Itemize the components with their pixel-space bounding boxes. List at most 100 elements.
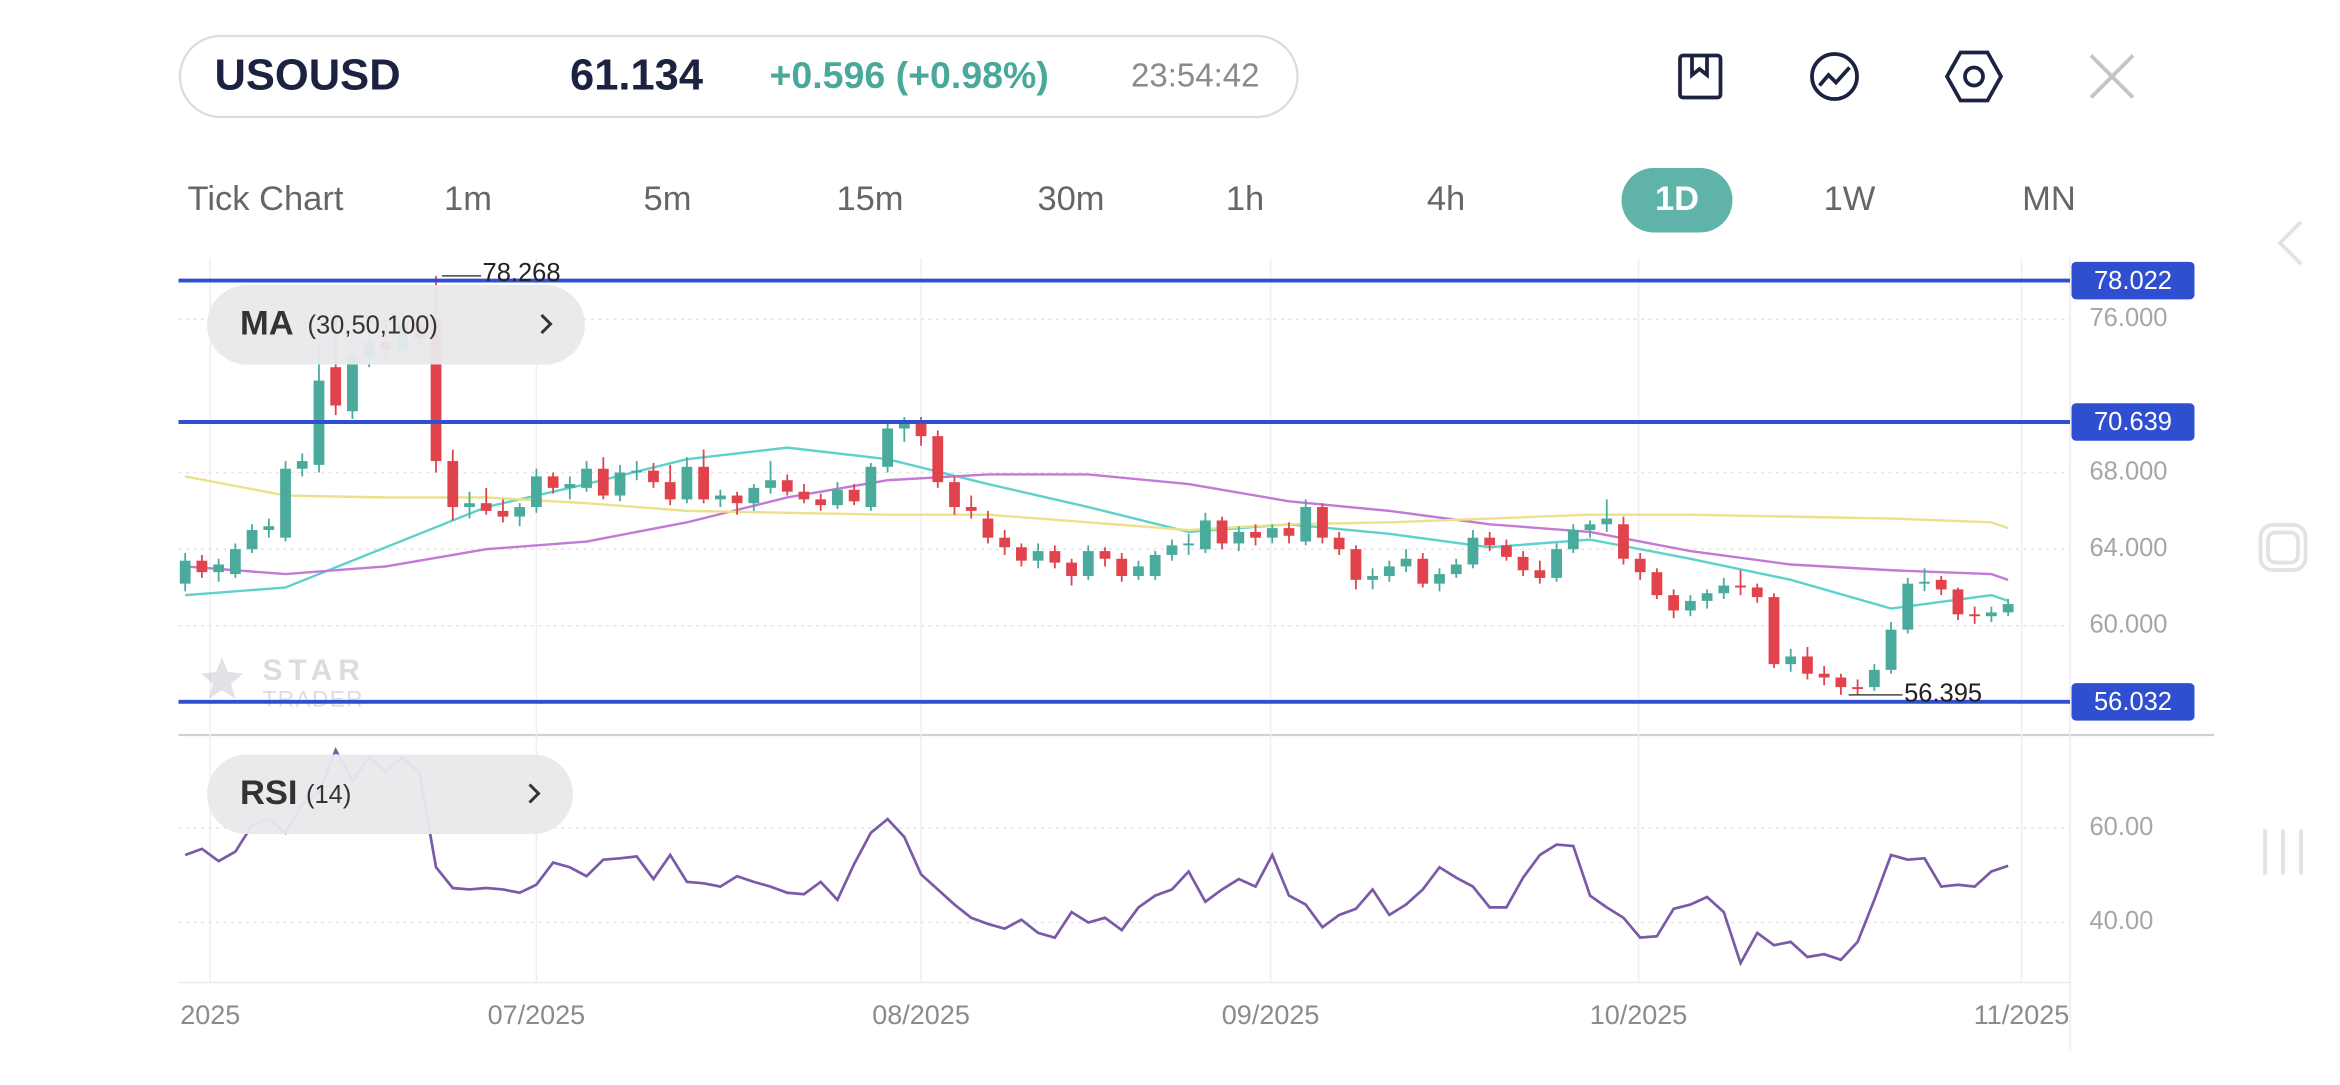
candle-body [1049,551,1061,563]
candle-body [1133,566,1144,576]
x-tick-label: 09/2025 [1222,1000,1320,1030]
timeframe-tab[interactable]: 1D [1655,180,1699,218]
candle-body [213,564,225,573]
candle-body [179,560,191,584]
candle-body [229,549,241,575]
timeframe-tab[interactable]: 1h [1226,180,1264,218]
timeframe-tabs: Tick Chart 1m 5m 15m 30m 1h 4h 1D 1W MN [188,168,2076,233]
x-tick-label: 11/2025 [1974,1000,2070,1030]
price-level-tag [2071,403,2195,441]
candle-body [1567,530,1579,550]
candle-body [614,472,626,496]
candle-body [1835,677,1847,688]
close-icon[interactable] [2089,54,2135,99]
bookmark-icon[interactable] [1678,53,1723,100]
candle-body [798,491,810,500]
candle-body [731,495,743,504]
watermark-text: TRADER [263,686,365,711]
candle-body [1350,549,1362,580]
indicator-params: (14) [306,781,351,809]
candle-body [1785,656,1797,665]
timeframe-tab[interactable]: 1m [444,180,492,218]
candle-body [765,480,776,488]
settings-icon[interactable] [1944,50,2004,103]
candle-body [815,499,827,506]
candle-body [865,466,877,508]
change: +0.596 (+0.98%) [770,54,1049,96]
candle-body [1333,537,1345,550]
pill-chevron [540,313,553,335]
candle-body [949,482,960,508]
candle-body [1701,593,1713,601]
time: 23:54:42 [1131,57,1259,94]
price-level-tag [2071,261,2195,300]
candle-body [1584,524,1596,531]
price-level-label: 56.032 [2094,688,2172,716]
timeframe-tab[interactable]: MN [2022,180,2076,218]
y-tick-label: 60.00 [2090,813,2154,841]
x-tick-label: 08/2025 [872,1000,970,1030]
candle-body [1684,600,1696,611]
pill-chevron [528,783,541,804]
selected-tab [1621,168,1733,233]
candle-body [1634,558,1646,573]
candle-body [1919,581,1930,584]
candle-body [1534,570,1546,578]
candle-body [1434,574,1445,584]
candle-body [1367,576,1379,580]
timeframe-tab[interactable]: 30m [1037,180,1104,218]
candle-body [965,507,977,511]
candle-body [480,503,492,511]
price-level-label: 78.022 [2094,267,2172,295]
candle-body [1718,585,1730,594]
candle-body [1216,520,1228,544]
timeframe-tab[interactable]: 1W [1824,180,1876,218]
candle-body [882,428,894,467]
indicator-icon[interactable] [1810,52,1859,101]
symbol: USOUSD [215,51,401,99]
candle-body [848,489,860,502]
candle-body [631,470,643,473]
candle-body [1417,558,1429,584]
candle-body [932,436,944,483]
candle-body [1317,507,1328,538]
timeframe-tab[interactable]: Tick Chart [188,180,344,218]
candle-body [1852,687,1864,690]
side-controls [2258,220,2308,875]
indicator-name: RSI [240,774,298,812]
candle-body [1735,585,1746,588]
candle-body [530,476,542,508]
candle-body [1149,554,1161,576]
candle-body [1300,507,1312,542]
quote-box [178,34,1299,119]
candle-body [514,507,526,517]
y-tick-label: 40.00 [2090,907,2154,935]
candle-body [1099,551,1111,559]
candle-body [1517,556,1529,571]
candle-body [898,422,910,429]
candle-body [748,487,760,504]
candle-body [698,466,710,500]
candle-body [1250,531,1261,538]
timeframe-tab[interactable]: 15m [836,180,903,218]
timeframe-tab[interactable]: 5m [644,180,692,218]
candle-body [280,468,291,538]
candle-body [246,530,258,550]
candle-body [1467,537,1479,565]
rsi-line [184,746,2009,967]
candle-body [1601,518,1613,525]
timeframe-tab[interactable]: 4h [1427,180,1465,218]
candle-body [1199,520,1211,550]
candle-body [1183,543,1195,546]
indicator-pill[interactable] [207,285,585,365]
candle-body [263,526,275,531]
candle-body [1985,612,1997,617]
candle-body [1032,551,1044,561]
watermark-star [201,657,243,699]
candle-body [1484,537,1496,546]
candle-body [1751,587,1763,598]
candle-body [1952,589,1964,615]
chart-area: 2025 07/2025 08/2025 09/2025 10/2025 11/2025 7… [178,258,2214,1050]
indicator-pill[interactable] [207,754,573,835]
candle-body [1818,673,1830,678]
